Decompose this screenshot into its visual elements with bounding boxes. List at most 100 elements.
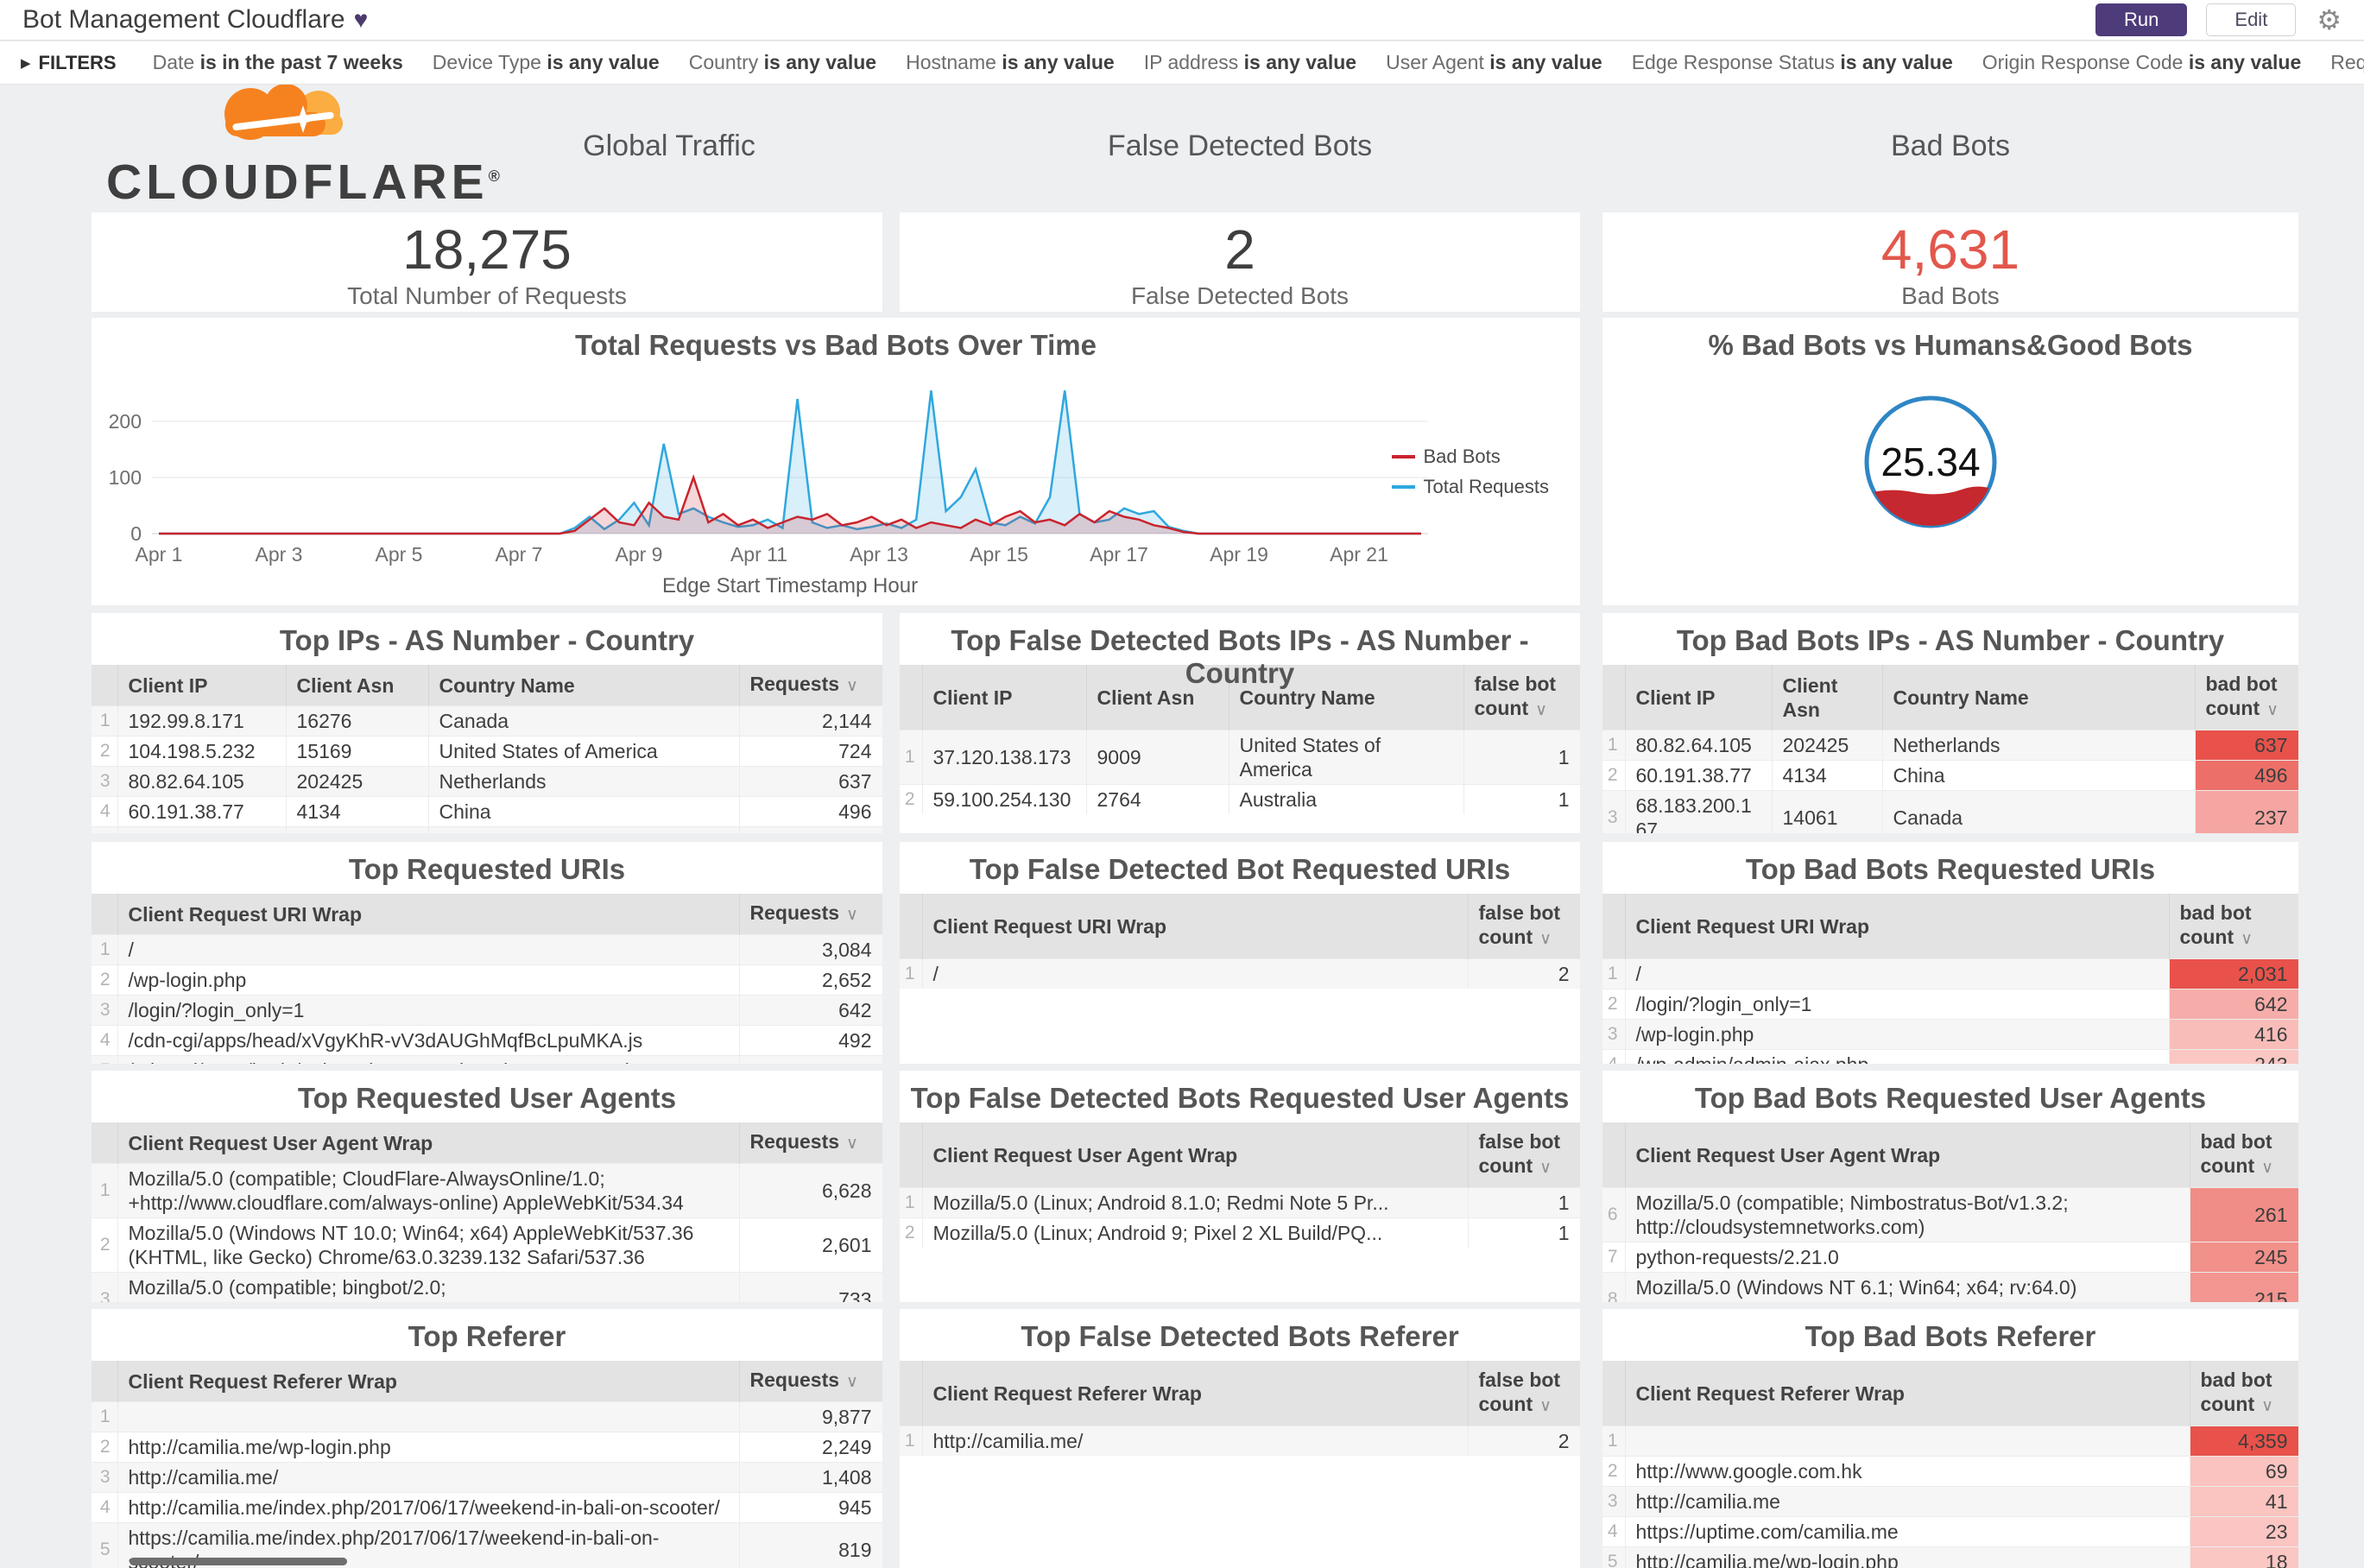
column-header[interactable]: Client Request URI Wrap xyxy=(117,894,740,935)
column-header[interactable]: bad bot count ∨ xyxy=(2195,665,2298,730)
run-button[interactable]: Run xyxy=(2095,3,2188,36)
filter-item[interactable]: Device Type is any value xyxy=(432,51,660,73)
table-cell[interactable]: 192.99.8.171 xyxy=(117,705,287,737)
column-header[interactable]: Client Request User Agent Wrap xyxy=(117,1122,740,1164)
column-header[interactable]: false bot count ∨ xyxy=(1468,1122,1580,1188)
table-cell[interactable]: 243 xyxy=(2169,1049,2298,1064)
table-cell[interactable]: 69 xyxy=(2190,1456,2298,1487)
table-cell[interactable]: /wp-login.php xyxy=(1625,1019,2170,1050)
table-cell[interactable]: Mozilla/5.0 (Linux; Android 8.1.0; Redmi… xyxy=(922,1187,1469,1218)
column-header[interactable]: Country Name xyxy=(1229,665,1464,730)
table-cell[interactable]: 104.198.5.232 xyxy=(117,736,287,767)
table-cell[interactable]: /cdn-cgi/apps/body/3Lh52SjWTQ4HRlErJykHq… xyxy=(117,1055,740,1064)
column-header[interactable]: Client Request URI Wrap xyxy=(1625,894,2170,959)
column-header[interactable]: Client Request Referer Wrap xyxy=(922,1361,1469,1426)
table-cell[interactable]: Mozilla/5.0 (compatible; Nimbostratus-Bo… xyxy=(1625,1187,2190,1242)
column-header[interactable]: bad bot count ∨ xyxy=(2190,1122,2298,1188)
table-cell[interactable]: China xyxy=(428,796,740,827)
table-cell[interactable]: 60.191.38.77 xyxy=(117,796,287,827)
table-cell[interactable]: 2,144 xyxy=(739,705,882,737)
table-cell[interactable]: United States of America xyxy=(428,826,740,833)
table-cell[interactable]: http://camilia.me/wp-login.php xyxy=(117,1432,740,1463)
legend-item-total-requests[interactable]: Total Requests xyxy=(1392,476,1549,498)
table-cell[interactable]: 80.82.64.105 xyxy=(1625,730,1773,761)
filter-item[interactable]: User Agent is any value xyxy=(1386,51,1602,73)
edit-button[interactable]: Edit xyxy=(2206,3,2297,36)
table-cell[interactable]: 733 xyxy=(739,1272,882,1302)
table-cell[interactable]: United States of America xyxy=(428,736,740,767)
legend-item-bad-bots[interactable]: Bad Bots xyxy=(1392,446,1549,468)
table-cell[interactable]: / xyxy=(117,934,740,965)
table-cell[interactable]: http://camilia.me/ xyxy=(922,1426,1469,1456)
table-cell[interactable]: 637 xyxy=(2195,730,2298,761)
table-cell[interactable]: 202425 xyxy=(286,766,429,797)
table-cell[interactable]: Mozilla/5.0 (Linux; Android 9; Pixel 2 X… xyxy=(922,1217,1469,1248)
table-cell[interactable]: 18 xyxy=(2190,1546,2298,1568)
column-header[interactable]: Requests ∨ xyxy=(739,665,882,706)
table-cell[interactable]: 496 xyxy=(2195,760,2298,791)
table-cell[interactable]: 351 xyxy=(739,826,882,833)
table-cell[interactable]: Netherlands xyxy=(428,766,740,797)
column-header[interactable]: Requests ∨ xyxy=(739,894,882,935)
table-cell[interactable]: 19165 xyxy=(286,826,429,833)
table-cell[interactable]: Mozilla/5.0 (compatible; CloudFlare-Alwa… xyxy=(117,1163,740,1218)
table-cell[interactable]: Mozilla/5.0 (Windows NT 6.1; Win64; x64;… xyxy=(1625,1272,2190,1302)
filter-item[interactable]: Country is any value xyxy=(688,51,877,73)
table-cell[interactable]: /login/?login_only=1 xyxy=(1625,989,2170,1020)
filter-item[interactable]: Hostname is any value xyxy=(906,51,1115,73)
table-cell[interactable] xyxy=(1625,1426,2190,1457)
column-header[interactable]: Country Name xyxy=(428,665,740,706)
column-header[interactable]: Requests ∨ xyxy=(739,1122,882,1164)
table-cell[interactable]: 4134 xyxy=(286,796,429,827)
table-cell[interactable]: 2,249 xyxy=(739,1432,882,1463)
column-header[interactable]: Client Request User Agent Wrap xyxy=(1625,1122,2190,1188)
table-cell[interactable]: 215 xyxy=(2190,1272,2298,1302)
table-cell[interactable]: 2 xyxy=(1468,958,1580,989)
table-cell[interactable]: Canada xyxy=(428,705,740,737)
column-header[interactable]: false bot count ∨ xyxy=(1468,894,1580,959)
column-header[interactable]: Client IP xyxy=(117,665,287,706)
table-cell[interactable]: 9,877 xyxy=(739,1401,882,1432)
horizontal-scrollbar-thumb[interactable] xyxy=(130,1558,347,1565)
table-cell[interactable]: http://camilia.me/wp-login.php xyxy=(1625,1546,2190,1568)
table-cell[interactable]: / xyxy=(922,958,1469,989)
table-cell[interactable]: 59.100.254.130 xyxy=(922,784,1087,814)
table-cell[interactable]: 80.82.64.105 xyxy=(117,766,287,797)
table-cell[interactable]: 1 xyxy=(1468,1187,1580,1218)
gear-icon[interactable]: ⚙ xyxy=(2317,4,2342,35)
filter-item[interactable]: Date is in the past 7 weeks xyxy=(152,51,403,73)
table-cell[interactable]: 4134 xyxy=(1772,760,1883,791)
column-header[interactable]: Client Request URI Wrap xyxy=(922,894,1469,959)
table-cell[interactable]: 2764 xyxy=(1086,784,1229,814)
column-header[interactable]: false bot count ∨ xyxy=(1463,665,1580,730)
column-header[interactable]: bad bot count ∨ xyxy=(2190,1361,2298,1426)
table-cell[interactable]: 1 xyxy=(1463,784,1580,814)
table-cell[interactable]: 642 xyxy=(739,995,882,1026)
column-header[interactable]: Country Name xyxy=(1882,665,2196,730)
table-cell[interactable]: 642 xyxy=(2169,989,2298,1020)
table-cell[interactable]: / xyxy=(1625,958,2170,989)
table-cell[interactable]: Australia xyxy=(1229,784,1464,814)
table-cell[interactable]: python-requests/2.21.0 xyxy=(1625,1242,2190,1273)
table-cell[interactable]: 41 xyxy=(2190,1486,2298,1517)
table-cell[interactable]: 496 xyxy=(739,796,882,827)
table-cell[interactable]: 4,359 xyxy=(2190,1426,2298,1457)
table-cell[interactable]: 416 xyxy=(2169,1019,2298,1050)
table-cell[interactable]: 23 xyxy=(2190,1516,2298,1547)
table-cell[interactable]: 15169 xyxy=(286,736,429,767)
table-cell[interactable]: 945 xyxy=(739,1492,882,1523)
filter-item[interactable]: IP address is any value xyxy=(1143,51,1357,73)
table-cell[interactable]: United States of America xyxy=(1229,730,1464,785)
table-cell[interactable]: 2,601 xyxy=(739,1217,882,1273)
table-cell[interactable]: 6,628 xyxy=(739,1163,882,1218)
table-cell[interactable]: 202425 xyxy=(1772,730,1883,761)
table-cell[interactable]: 16276 xyxy=(286,705,429,737)
table-cell[interactable]: Mozilla/5.0 (compatible; bingbot/2.0; +h… xyxy=(117,1272,740,1302)
table-cell[interactable]: 60.191.38.77 xyxy=(1625,760,1773,791)
table-cell[interactable]: 1 xyxy=(1463,730,1580,785)
column-header[interactable]: Client Request Referer Wrap xyxy=(1625,1361,2190,1426)
column-header[interactable]: Client IP xyxy=(1625,665,1773,730)
table-cell[interactable]: http://camilia.me xyxy=(1625,1486,2190,1517)
table-cell[interactable]: 14061 xyxy=(1772,790,1883,833)
table-cell[interactable]: 724 xyxy=(739,736,882,767)
